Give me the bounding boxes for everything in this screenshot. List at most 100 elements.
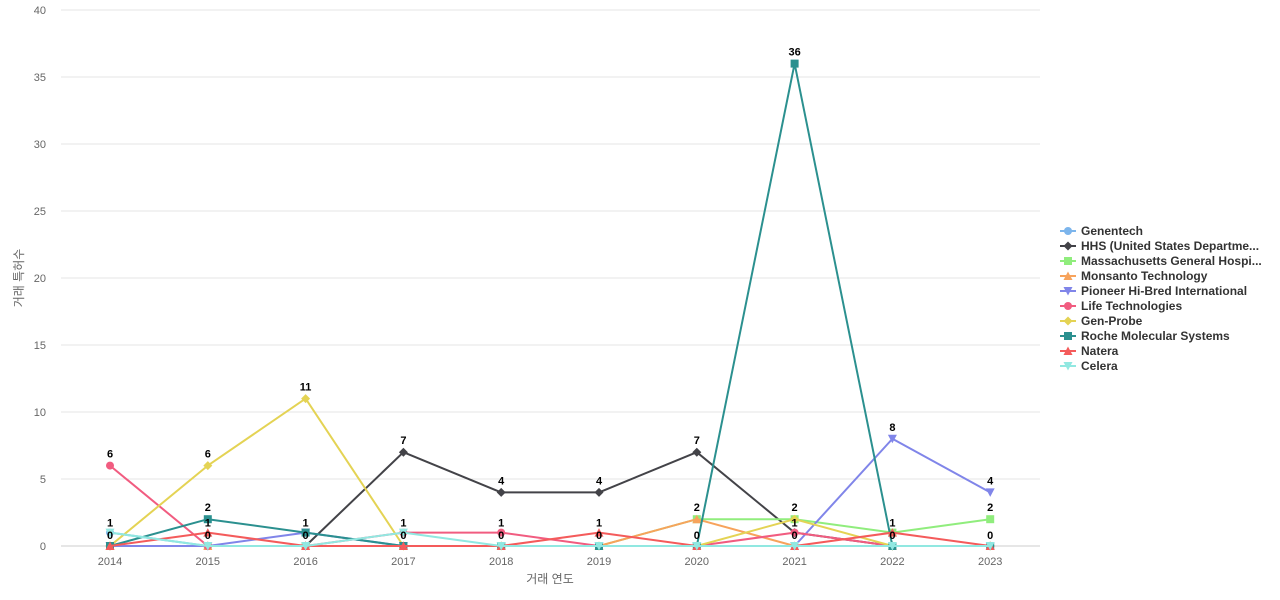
data-label: 7 — [400, 435, 406, 447]
legend-marker-icon — [1064, 332, 1072, 340]
data-point — [301, 394, 311, 404]
data-point — [887, 528, 897, 537]
x-tick-label: 2019 — [587, 556, 611, 568]
series-9[interactable] — [105, 528, 995, 551]
y-tick-label: 0 — [40, 541, 46, 553]
x-tick-label: 2020 — [685, 556, 709, 568]
series-line[interactable] — [109, 531, 991, 547]
data-point — [887, 542, 897, 551]
data-label: 0 — [303, 530, 309, 542]
x-tick-label: 2015 — [196, 556, 220, 568]
legend-item[interactable]: Natera — [1060, 344, 1119, 358]
data-label: 36 — [788, 47, 800, 59]
series-1[interactable] — [105, 447, 995, 551]
legend-item[interactable]: Pioneer Hi-Bred International — [1060, 284, 1247, 298]
legend-marker-icon — [1064, 257, 1072, 265]
data-point — [496, 542, 506, 551]
data-label: 0 — [792, 530, 798, 542]
x-tick-label: 2014 — [98, 556, 122, 568]
legend-label: Pioneer Hi-Bred International — [1081, 284, 1247, 298]
data-point — [203, 515, 212, 524]
data-point — [301, 542, 311, 551]
data-point — [301, 528, 310, 537]
data-label: 6 — [205, 449, 211, 461]
data-point — [790, 514, 800, 524]
y-tick-label: 20 — [34, 273, 46, 285]
legend-marker-icon — [1063, 316, 1073, 326]
x-axis-title: 거래 연도 — [526, 572, 574, 586]
y-tick-label: 40 — [34, 5, 46, 17]
x-tick-label: 2017 — [391, 556, 415, 568]
legend-item[interactable]: HHS (United States Departme... — [1060, 239, 1259, 253]
data-point — [203, 542, 213, 551]
data-label: 7 — [694, 435, 700, 447]
series-line[interactable] — [110, 451, 991, 547]
data-label: 0 — [987, 530, 993, 542]
data-point — [986, 515, 995, 524]
legend-label: Massachusetts General Hospi... — [1081, 254, 1262, 268]
legend-item[interactable]: Celera — [1060, 359, 1118, 373]
legend-label: Genentech — [1081, 224, 1143, 238]
series-group — [105, 59, 995, 551]
data-label: 1 — [792, 518, 798, 530]
series-2[interactable] — [106, 515, 995, 550]
data-point — [985, 542, 995, 551]
legend-item[interactable]: Life Technologies — [1060, 299, 1182, 313]
x-tick-label: 2021 — [782, 556, 806, 568]
data-label: 0 — [107, 530, 113, 542]
data-point — [203, 461, 213, 471]
y-axis-title: 거래 특허수 — [12, 249, 26, 308]
data-label: 0 — [596, 530, 602, 542]
data-label: 0 — [694, 530, 700, 542]
legend-item[interactable]: Genentech — [1060, 224, 1143, 238]
data-label: 1 — [596, 518, 602, 530]
legend-marker-icon — [1063, 287, 1073, 296]
data-label: 0 — [889, 530, 895, 542]
data-label: 1 — [107, 518, 113, 530]
x-tick-label: 2018 — [489, 556, 513, 568]
legend-marker-icon — [1063, 362, 1073, 371]
data-point — [496, 487, 506, 497]
data-point — [790, 542, 800, 551]
data-label: 2 — [987, 502, 993, 514]
data-label: 1 — [400, 518, 406, 530]
data-point — [692, 447, 702, 457]
y-tick-label: 5 — [40, 474, 46, 486]
data-point — [594, 528, 604, 537]
data-label: 0 — [498, 530, 504, 542]
series-3[interactable] — [105, 514, 995, 550]
legend-marker-icon — [1063, 346, 1073, 355]
legend-item[interactable]: Gen-Probe — [1060, 314, 1143, 328]
y-tick-label: 30 — [34, 139, 46, 151]
data-point — [692, 542, 702, 551]
x-tick-label: 2023 — [978, 556, 1002, 568]
data-label: 1 — [498, 518, 504, 530]
x-tick-label: 2016 — [293, 556, 317, 568]
series-7[interactable] — [106, 59, 995, 550]
data-label: 1 — [303, 518, 309, 530]
grid-lines — [61, 9, 1040, 547]
legend-item[interactable]: Roche Molecular Systems — [1060, 329, 1230, 343]
legend-marker-icon — [1064, 227, 1072, 235]
data-label: 4 — [596, 475, 603, 487]
series-line[interactable] — [109, 62, 991, 547]
data-label: 2 — [694, 502, 700, 514]
data-point — [106, 461, 114, 470]
data-label: 2 — [205, 502, 211, 514]
legend-marker-icon — [1063, 241, 1073, 251]
legend-item[interactable]: Monsanto Technology — [1060, 269, 1208, 283]
data-point — [105, 541, 115, 550]
series-line[interactable] — [109, 531, 991, 547]
legend-item[interactable]: Massachusetts General Hospi... — [1060, 254, 1262, 268]
data-point — [985, 488, 995, 497]
data-label: 0 — [400, 530, 406, 542]
legend-label: HHS (United States Departme... — [1081, 239, 1259, 253]
data-point — [887, 434, 897, 444]
data-point — [203, 528, 213, 537]
data-point — [105, 528, 115, 538]
data-label: 4 — [987, 475, 994, 487]
y-axis: 0 5 10 15 20 25 30 35 40 — [34, 5, 46, 553]
